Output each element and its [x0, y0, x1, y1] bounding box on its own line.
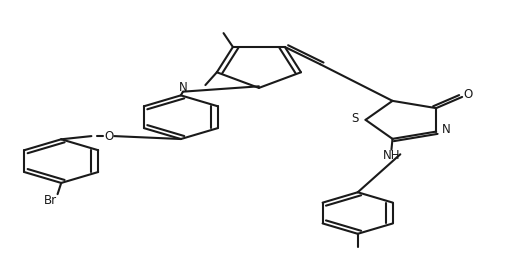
- Text: N: N: [442, 123, 451, 136]
- Text: O: O: [464, 88, 473, 101]
- Text: O: O: [104, 130, 113, 143]
- Text: NH: NH: [383, 149, 400, 162]
- Text: N: N: [179, 82, 188, 94]
- Text: Br: Br: [44, 194, 58, 207]
- Text: S: S: [351, 112, 359, 125]
